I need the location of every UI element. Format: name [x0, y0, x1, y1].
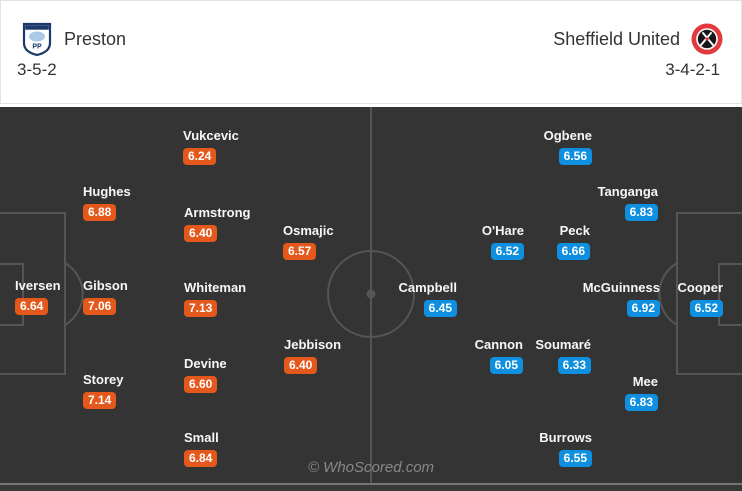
player-block[interactable]: Hughes 6.88: [83, 185, 131, 221]
svg-text:PP: PP: [32, 44, 42, 51]
player-name: Armstrong: [184, 205, 251, 220]
away-team-name[interactable]: Sheffield United: [553, 29, 680, 49]
player-rating-badge: 6.88: [83, 204, 117, 221]
player-name: Peck: [559, 223, 590, 238]
player-name: Campbell: [398, 280, 457, 295]
pitch-markings: [0, 107, 742, 483]
player-name: Cooper: [677, 280, 724, 295]
player-rating-badge: 6.24: [183, 148, 217, 165]
player-block[interactable]: Osmajic 6.57: [283, 224, 334, 260]
player-name: Whiteman: [184, 280, 247, 295]
player-rating-badge: 6.45: [423, 300, 457, 317]
player-block[interactable]: Whiteman 7.13: [184, 281, 246, 317]
player-name: Vukcevic: [183, 128, 239, 143]
player-name: Devine: [184, 356, 227, 371]
player-name: Burrows: [539, 430, 592, 445]
player-block[interactable]: Burrows 6.55: [539, 431, 592, 467]
player-block[interactable]: Armstrong 6.40: [184, 206, 250, 242]
player-rating-badge: 7.06: [83, 298, 117, 315]
player-block[interactable]: Ogbene 6.56: [544, 129, 592, 165]
player-name: Hughes: [83, 184, 131, 199]
player-block[interactable]: Campbell 6.45: [398, 281, 457, 317]
player-name: Storey: [83, 372, 124, 387]
player-block[interactable]: Cannon 6.05: [475, 338, 523, 374]
home-team-name[interactable]: Preston: [64, 29, 127, 49]
player-block[interactable]: Storey 7.14: [83, 373, 123, 409]
player-name: O'Hare: [481, 223, 524, 238]
player-name: Cannon: [474, 337, 523, 352]
player-name: Ogbene: [543, 128, 592, 143]
player-rating-badge: 6.64: [15, 298, 49, 315]
player-rating-badge: 6.92: [626, 300, 660, 317]
player-block[interactable]: Small 6.84: [184, 431, 219, 467]
player-block[interactable]: Peck 6.66: [556, 223, 590, 260]
player-name: Tanganga: [597, 184, 658, 199]
player-block[interactable]: O'Hare 6.52: [482, 224, 524, 260]
player-name: Gibson: [83, 278, 128, 293]
home-formation: 3-5-2: [17, 60, 57, 79]
watermark: © WhoScored.com: [307, 459, 435, 476]
player-block[interactable]: McGuinness 6.92: [583, 281, 660, 317]
player-name: Osmajic: [283, 223, 334, 238]
home-team-header: PP Preston: [21, 21, 126, 57]
player-name: Jebbison: [284, 337, 342, 352]
player-rating-badge: 6.84: [184, 450, 218, 467]
sheffield-united-crest-icon[interactable]: [691, 22, 723, 56]
player-rating-badge: 6.60: [184, 376, 218, 393]
player-rating-badge: 6.55: [558, 450, 592, 467]
player-name: Soumaré: [535, 337, 591, 352]
center-spot: [366, 289, 376, 299]
player-name: Iversen: [15, 278, 61, 293]
player-rating-badge: 6.05: [489, 357, 523, 374]
player-name: Small: [184, 430, 219, 445]
player-block[interactable]: Devine 6.60: [184, 357, 227, 393]
player-block[interactable]: Soumaré 6.33: [535, 338, 591, 374]
player-block[interactable]: Tanganga 6.83: [598, 185, 658, 221]
player-block[interactable]: Cooper 6.52: [677, 280, 724, 317]
footer-strip: [0, 483, 742, 491]
player-block[interactable]: Vukcevic 6.24: [183, 129, 239, 165]
player-rating-badge: 7.13: [184, 300, 218, 317]
away-formation: 3-4-2-1: [665, 60, 720, 79]
player-block[interactable]: Mee 6.83: [624, 374, 658, 411]
player-rating-badge: 6.56: [558, 148, 592, 165]
player-rating-badge: 6.33: [557, 357, 591, 374]
player-rating-badge: 6.57: [283, 243, 317, 260]
away-team-header: Sheffield United: [553, 21, 723, 57]
pitch: © WhoScored.com Iversen 6.64 Hughes 6.88 Gib…: [0, 107, 742, 483]
preston-crest-icon[interactable]: PP: [21, 22, 53, 56]
player-rating-badge: 6.52: [689, 300, 723, 317]
player-block[interactable]: Jebbison 6.40: [284, 338, 341, 374]
player-rating-badge: 6.40: [284, 357, 318, 374]
player-rating-badge: 7.14: [83, 392, 117, 409]
player-block[interactable]: Iversen 6.64: [15, 279, 61, 315]
player-rating-badge: 6.40: [184, 225, 218, 242]
player-name: Mee: [632, 374, 658, 389]
player-name: McGuinness: [582, 280, 660, 295]
player-rating-badge: 6.66: [556, 243, 590, 260]
player-rating-badge: 6.52: [490, 243, 524, 260]
player-rating-badge: 6.83: [624, 204, 658, 221]
match-header: PP Preston 3-5-2 Sheffield United 3-4-2-…: [0, 0, 742, 104]
player-rating-badge: 6.83: [624, 394, 658, 411]
player-block[interactable]: Gibson 7.06: [83, 279, 128, 315]
